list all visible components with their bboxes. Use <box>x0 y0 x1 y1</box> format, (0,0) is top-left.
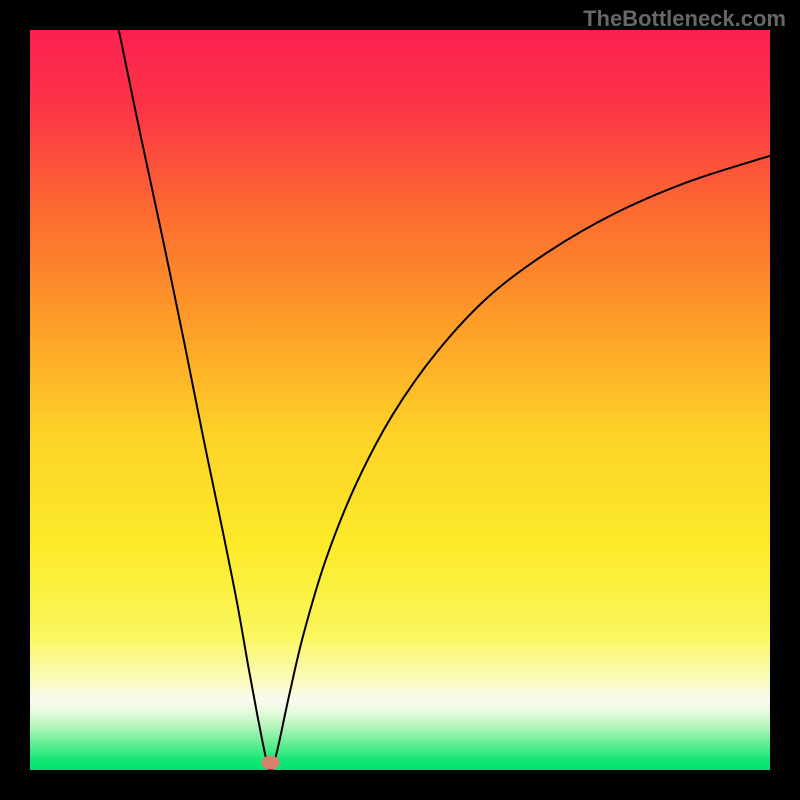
watermark-text: TheBottleneck.com <box>583 6 786 32</box>
optimal-point-marker <box>262 756 280 770</box>
chart-svg <box>30 30 770 770</box>
plot-inner-area <box>30 30 770 770</box>
